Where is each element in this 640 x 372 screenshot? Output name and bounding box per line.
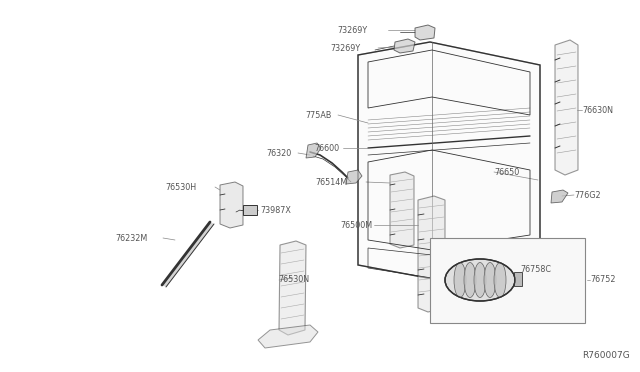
Polygon shape	[390, 172, 414, 248]
Text: R760007G: R760007G	[582, 351, 630, 360]
Text: 76530N: 76530N	[278, 276, 309, 285]
Text: 73269Y: 73269Y	[337, 26, 367, 35]
Text: 76752: 76752	[590, 276, 616, 285]
Ellipse shape	[494, 263, 506, 298]
Polygon shape	[358, 42, 540, 285]
Text: 76600: 76600	[314, 144, 339, 153]
Ellipse shape	[464, 263, 476, 298]
Polygon shape	[220, 182, 243, 228]
Polygon shape	[346, 170, 362, 184]
Text: 76650: 76650	[494, 167, 519, 176]
Ellipse shape	[484, 263, 496, 298]
Bar	[430, 238, 585, 323]
Text: 76630N: 76630N	[582, 106, 613, 115]
Text: 76758C: 76758C	[520, 266, 551, 275]
Ellipse shape	[445, 259, 515, 301]
Text: 776G2: 776G2	[574, 190, 600, 199]
Polygon shape	[162, 222, 214, 287]
Text: 76530H: 76530H	[165, 183, 196, 192]
Polygon shape	[555, 40, 578, 175]
Polygon shape	[418, 196, 445, 312]
Polygon shape	[258, 325, 318, 348]
Text: 76500M: 76500M	[340, 221, 372, 230]
Text: 73987X: 73987X	[260, 205, 291, 215]
Text: 76514M: 76514M	[315, 177, 347, 186]
Polygon shape	[551, 190, 568, 203]
Text: 775AB: 775AB	[305, 110, 332, 119]
Polygon shape	[279, 241, 306, 335]
Bar	[514, 272, 522, 286]
Text: 76232M: 76232M	[115, 234, 147, 243]
Polygon shape	[306, 143, 321, 158]
Polygon shape	[394, 39, 415, 53]
Text: 76320: 76320	[266, 148, 291, 157]
Bar	[243, 205, 257, 215]
Text: 73269Y: 73269Y	[330, 44, 360, 52]
Polygon shape	[415, 25, 435, 40]
Ellipse shape	[474, 263, 486, 298]
Ellipse shape	[454, 263, 466, 298]
